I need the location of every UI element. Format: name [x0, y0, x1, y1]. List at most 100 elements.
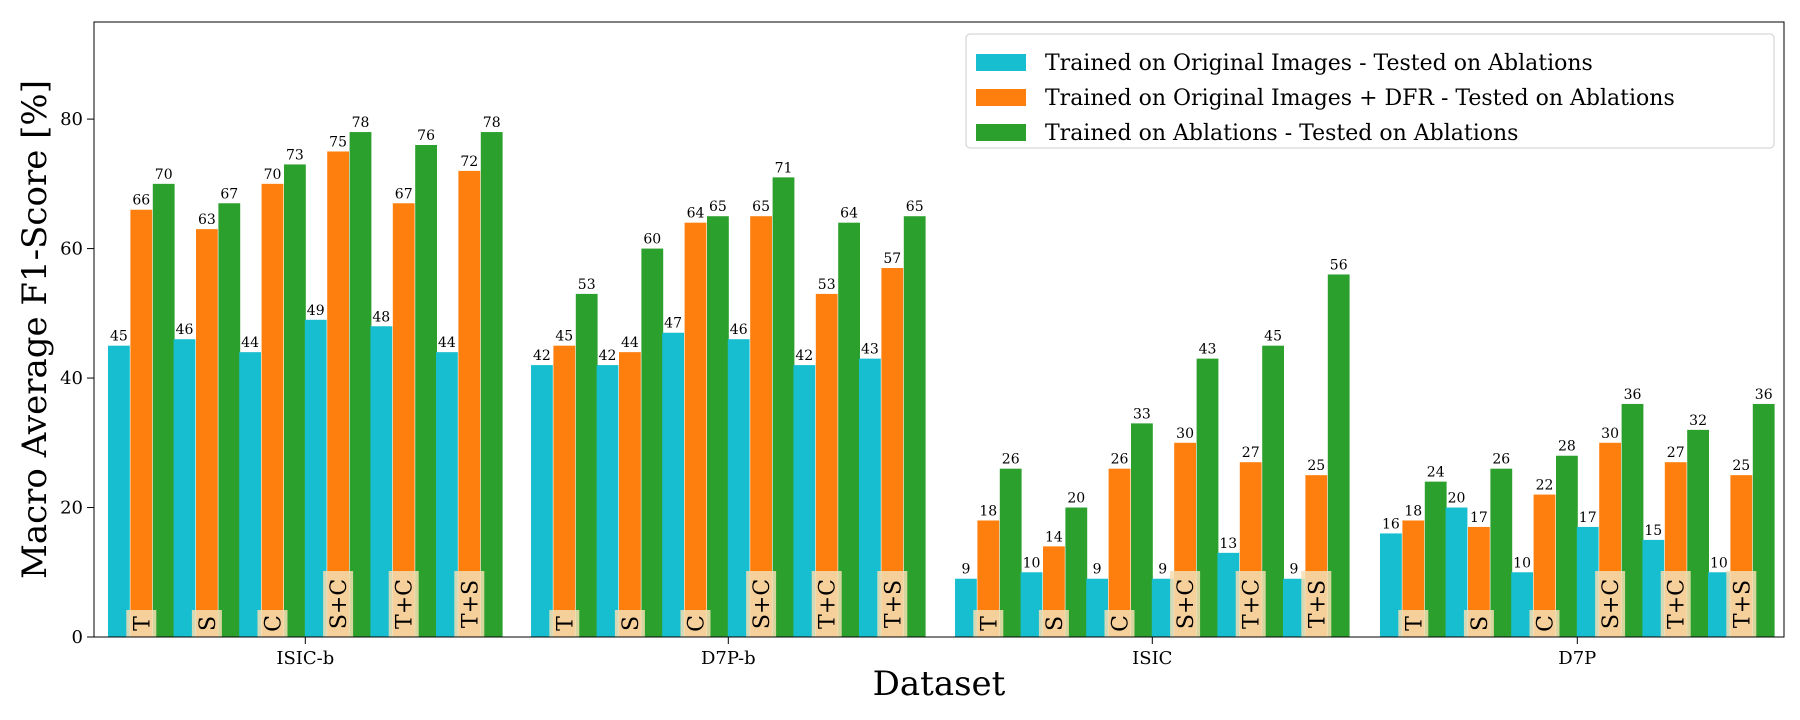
bar: [553, 345, 576, 637]
bar: [596, 365, 619, 637]
bar-value-label: 44: [438, 335, 456, 351]
bar-value-label: 71: [775, 160, 793, 176]
bar: [793, 365, 816, 637]
ablation-label-box: [1529, 610, 1560, 637]
bar-value-label: 43: [1199, 342, 1217, 358]
x-axis-title: Dataset: [873, 664, 1006, 704]
bar-value-label: 18: [979, 503, 997, 519]
bar-value-label: 30: [1601, 426, 1619, 442]
bar-value-label: 9: [961, 562, 970, 578]
bar-value-label: 46: [176, 322, 194, 338]
ablation-label-box: [1170, 571, 1201, 637]
bar-value-label: 60: [643, 232, 661, 248]
bar-value-label: 45: [1264, 329, 1282, 345]
bar-value-label: 57: [883, 251, 901, 267]
ablation-label-box: [680, 610, 711, 637]
bar-value-label: 28: [1558, 439, 1576, 455]
bar-value-label: 36: [1624, 387, 1642, 403]
ablation-label: C: [262, 615, 287, 632]
ablation-label: S+C: [327, 579, 352, 629]
bar: [218, 203, 241, 637]
ablation-label: T: [1402, 616, 1427, 631]
legend: Trained on Original Images - Tested on A…: [965, 33, 1775, 149]
bar-value-label: 9: [1158, 562, 1167, 578]
bar-value-label: 25: [1307, 458, 1325, 474]
bar: [1576, 526, 1599, 637]
bar-value-label: 63: [198, 212, 216, 228]
bar: [108, 345, 130, 637]
bar-value-label: 14: [1045, 529, 1063, 545]
y-tick-label: 80: [60, 109, 83, 130]
bar-value-label: 16: [1382, 516, 1400, 532]
legend-swatch: [976, 89, 1026, 106]
ablation-label-box: [1301, 571, 1332, 637]
bar-value-label: 27: [1242, 445, 1260, 461]
bar-value-label: 64: [840, 206, 858, 222]
bar-value-label: 45: [555, 329, 573, 345]
bar-value-label: 26: [1111, 452, 1129, 468]
bar: [1556, 455, 1578, 637]
ablation-label: S+C: [750, 579, 775, 629]
ablation-label: T+S: [458, 580, 483, 628]
ablation-label-box: [549, 610, 580, 637]
bar-value-label: 20: [1067, 491, 1085, 507]
bar: [641, 248, 664, 637]
bar-value-label: 15: [1644, 523, 1662, 539]
bar-value-label: 43: [861, 342, 879, 358]
ablation-label: S+C: [1174, 579, 1199, 629]
legend-entries: Trained on Original Images - Tested on A…: [976, 51, 1675, 146]
ablation-label: T+S: [1730, 580, 1755, 628]
bar: [772, 177, 795, 638]
bar: [1533, 494, 1556, 637]
bar-value-label: 9: [1093, 562, 1102, 578]
ablation-label-box: [1595, 571, 1626, 637]
ablation-label: T+C: [393, 579, 418, 629]
x-axis: ISIC-b D7P-b ISIC D7P: [276, 637, 1596, 669]
y-axis-title: Macro Average F1-Score [%]: [15, 80, 55, 579]
bar: [1402, 520, 1425, 637]
y-tick-label: 0: [72, 627, 83, 648]
bar: [173, 339, 196, 637]
bar-value-label: 10: [1023, 555, 1041, 571]
ablation-label: C: [685, 615, 710, 632]
bar: [575, 293, 598, 637]
bar: [436, 352, 458, 637]
bar-value-label: 32: [1689, 413, 1707, 429]
bar: [1283, 578, 1305, 637]
bar: [727, 339, 750, 637]
y-tick-label: 40: [60, 368, 83, 389]
bar: [1468, 526, 1490, 637]
bar: [304, 319, 327, 637]
ablation-label-box: [973, 610, 1004, 637]
ablation-label: T: [553, 616, 578, 631]
ablation-label: S: [196, 616, 221, 631]
bar: [859, 358, 881, 637]
bar-value-label: 26: [1492, 452, 1510, 468]
ablation-label-box: [1398, 610, 1429, 637]
bar: [1380, 533, 1402, 637]
bar: [327, 151, 349, 637]
bar-value-label: 44: [241, 335, 259, 351]
bar-value-label: 49: [307, 303, 325, 319]
bar: [480, 132, 503, 638]
bar-value-label: 24: [1427, 465, 1445, 481]
bar-value-label: 25: [1732, 458, 1750, 474]
bar-value-label: 78: [483, 115, 501, 131]
ablation-label-box: [388, 571, 419, 637]
bar: [458, 170, 481, 638]
bar-value-label: 53: [818, 277, 836, 293]
bar-value-label: 17: [1470, 510, 1488, 526]
bar: [1445, 507, 1468, 637]
y-tick-label: 60: [60, 239, 83, 260]
bar-value-label: 73: [286, 147, 304, 163]
ablation-label: S: [1468, 616, 1493, 631]
bar: [750, 216, 772, 638]
legend-label: Trained on Original Images - Tested on A…: [1045, 51, 1593, 76]
bar-value-label: 33: [1133, 406, 1151, 422]
legend-swatch: [976, 54, 1026, 71]
ablation-label: T+C: [1665, 579, 1690, 629]
bar: [1020, 572, 1043, 637]
ablation-label-box: [191, 610, 222, 637]
bar-value-label: 10: [1513, 555, 1531, 571]
bar-value-label: 36: [1755, 387, 1773, 403]
